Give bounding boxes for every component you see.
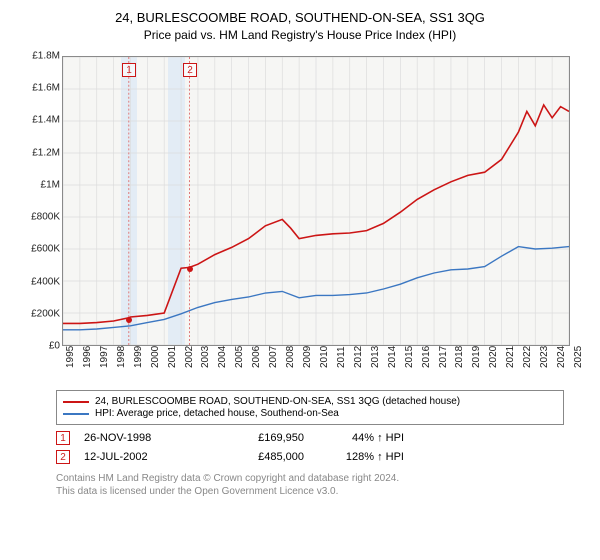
footer-line-2: This data is licensed under the Open Gov… bbox=[56, 485, 586, 498]
legend-swatch bbox=[63, 413, 89, 415]
chart-subtitle: Price paid vs. HM Land Registry's House … bbox=[14, 28, 586, 42]
sale-date: 12-JUL-2002 bbox=[84, 451, 204, 463]
sales-table: 1 26-NOV-1998£169,95044% ↑ HPI 2 12-JUL-200… bbox=[56, 431, 586, 464]
sale-marker-index: 2 bbox=[183, 63, 197, 77]
sale-index-marker: 1 bbox=[56, 431, 70, 445]
sale-pct: 44% ↑ HPI bbox=[304, 432, 404, 444]
legend-label: HPI: Average price, detached house, Sout… bbox=[95, 408, 339, 419]
footer-line-1: Contains HM Land Registry data © Crown c… bbox=[56, 472, 586, 485]
plot-region: 12 bbox=[62, 56, 570, 346]
x-tick-label: 2025 bbox=[573, 346, 600, 368]
y-tick-label: £600K bbox=[24, 244, 60, 255]
sale-marker-index: 1 bbox=[122, 63, 136, 77]
sale-row: 1 26-NOV-1998£169,95044% ↑ HPI bbox=[56, 431, 586, 445]
y-tick-label: £1.8M bbox=[24, 51, 60, 62]
y-tick-label: £400K bbox=[24, 276, 60, 287]
y-tick-label: £1.4M bbox=[24, 115, 60, 126]
sale-price: £169,950 bbox=[204, 432, 304, 444]
line-layer bbox=[63, 57, 569, 345]
y-tick-label: £1.6M bbox=[24, 83, 60, 94]
sale-price: £485,000 bbox=[204, 451, 304, 463]
y-tick-label: £800K bbox=[24, 212, 60, 223]
sale-date: 26-NOV-1998 bbox=[84, 432, 204, 444]
sale-marker-dot bbox=[187, 266, 193, 272]
legend-swatch bbox=[63, 401, 89, 403]
y-tick-label: £1.2M bbox=[24, 147, 60, 158]
y-tick-label: £200K bbox=[24, 308, 60, 319]
chart-title: 24, BURLESCOOMBE ROAD, SOUTHEND-ON-SEA, … bbox=[14, 10, 586, 25]
sale-pct: 128% ↑ HPI bbox=[304, 451, 404, 463]
legend-label: 24, BURLESCOOMBE ROAD, SOUTHEND-ON-SEA, … bbox=[95, 396, 460, 407]
sale-row: 2 12-JUL-2002£485,000128% ↑ HPI bbox=[56, 450, 586, 464]
legend-row: 24, BURLESCOOMBE ROAD, SOUTHEND-ON-SEA, … bbox=[63, 396, 557, 407]
footer-text: Contains HM Land Registry data © Crown c… bbox=[56, 472, 586, 498]
chart-container: 24, BURLESCOOMBE ROAD, SOUTHEND-ON-SEA, … bbox=[0, 0, 600, 508]
y-tick-label: £1M bbox=[24, 179, 60, 190]
y-tick-label: £0 bbox=[24, 341, 60, 352]
chart-area: 12 £0£200K£400K£600K£800K£1M£1.2M£1.4M£1… bbox=[20, 48, 580, 388]
sale-index-marker: 2 bbox=[56, 450, 70, 464]
sale-marker-dot bbox=[126, 317, 132, 323]
legend-row: HPI: Average price, detached house, Sout… bbox=[63, 408, 557, 419]
legend: 24, BURLESCOOMBE ROAD, SOUTHEND-ON-SEA, … bbox=[56, 390, 564, 425]
